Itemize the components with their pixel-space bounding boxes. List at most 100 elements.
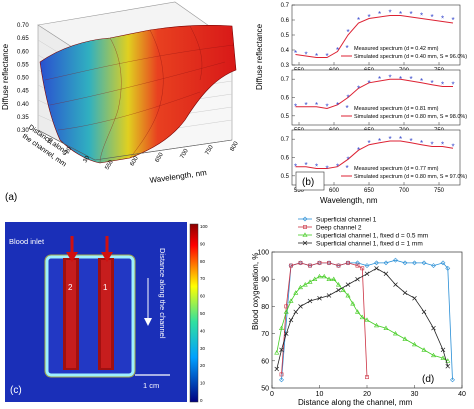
data-point [303,225,307,229]
x-tick-label: 650 [364,188,375,194]
measured-point: * [367,139,370,148]
data-point [288,317,294,323]
channel-2-label: 2 [68,283,73,292]
data-point [345,292,351,298]
data-point [440,355,446,360]
chip-outline [45,255,135,377]
measured-point: * [409,137,412,146]
data-point [298,304,303,309]
data-point [393,282,398,287]
measured-point: * [399,75,402,84]
data-point [365,375,369,380]
data-point [383,325,389,330]
data-point [373,322,380,328]
panel-a-label: (a) [5,192,17,203]
measured-point: * [336,163,339,172]
data-point [335,282,342,287]
spectrum-frame [291,4,461,66]
panel-b-ylabel: Diffuse reflectance [255,23,264,90]
y-tick-label: 0.7 [281,137,290,143]
data-point [421,260,427,266]
z-tick-label: 0.65 [17,36,29,42]
data-point [430,352,437,358]
x-tick-label: 550 [294,188,305,194]
y-tick-label: 0.5 [281,114,290,120]
legend-label: Superficial channel 1 [316,217,377,224]
measured-point: * [409,75,412,84]
legend-simulated-label: Simulated spectrum (d = 0.40 mm, S = 96.… [354,54,467,60]
series-line [276,267,449,370]
x-tick-label: 700 [399,188,410,194]
data-point [431,325,436,331]
data-point [364,271,370,277]
y-tick-labels: 10 20 30 [47,137,92,164]
colorbar-tick-label: 10 [200,381,206,386]
y-tick-label: 60 [261,358,269,365]
measured-point: * [441,81,444,90]
data-point [298,260,303,265]
data-point [307,298,313,304]
measured-point: * [315,52,318,61]
measured-point: * [399,10,402,19]
data-point [312,276,318,282]
measured-point: * [325,103,328,112]
data-point [302,216,308,222]
data-point [289,263,293,268]
z-tick-label: 0.70 [17,23,29,29]
measured-point: * [367,79,370,88]
colorbar-tick-label: 40 [200,328,206,333]
data-point [421,347,427,352]
data-point [445,265,451,271]
x-tick-label: 30 [411,391,419,398]
data-point [279,372,284,377]
data-point [412,260,417,266]
data-point [279,377,284,383]
y-tick-label: 10 [47,137,56,146]
y-tick-label: 0.6 [281,96,290,102]
measured-point: * [388,135,391,144]
y-tick-label: 0.4 [281,48,290,54]
y-tick-label: 30 [83,155,92,164]
measured-point: * [420,139,423,148]
legend-measured-marker: * [345,44,348,53]
data-point [340,287,346,292]
series-2 [279,260,369,380]
simulated-spectrum-line [295,140,454,169]
series-line [276,276,448,362]
y-tick-label: 0.7 [281,77,290,83]
data-point [374,260,379,266]
measured-point: * [294,103,297,112]
data-point [302,282,308,287]
legend-simulated-label: Simulated spectrum (d = 0.80 mm, S = 98.… [354,114,467,120]
legend-measured-marker: * [345,164,348,173]
measured-point: * [336,101,339,110]
data-point [331,276,337,282]
measured-point: * [357,84,360,93]
measured-point: * [367,13,370,22]
data-point [450,377,455,383]
data-point [293,309,298,315]
data-point [445,358,451,363]
panel-d-xlabel: Distance along the channel, mm [298,398,413,407]
measured-point: * [304,51,307,60]
y-tick-label: 0.3 [281,63,290,69]
panel-d-label: (d) [422,374,434,385]
measured-point: * [451,16,454,25]
data-point [383,271,389,277]
panel-a: 0.30 0.35 0.40 0.45 0.50 0.55 0.60 0.65 0.70 Dif… [1,1,240,203]
panel-c: Blood inlet 2 1 Distance along the chann… [5,222,208,403]
data-point [278,325,285,330]
z-tick-label: 0.45 [17,89,29,95]
data-point [402,260,408,266]
data-point [279,347,284,353]
data-point [321,273,327,279]
measured-point: * [325,165,328,174]
x-tick-label: 600 [329,188,340,194]
legend-measured-label: Measured spectrum (d = 0.42 mm) [354,46,439,52]
data-point [383,260,389,266]
z-tick-label: 0.30 [17,128,29,134]
colorbar-tick-label: 60 [200,294,206,299]
data-point [346,260,350,265]
